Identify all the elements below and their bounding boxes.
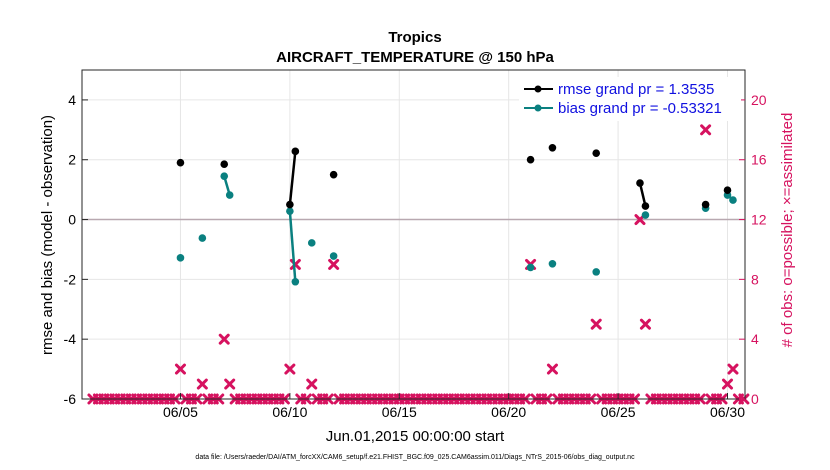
obs-count-marker [224, 378, 236, 390]
rmse-point [636, 179, 644, 187]
rmse-point [641, 202, 650, 210]
obs-count-marker-stroke-b [546, 363, 558, 375]
bias-segment [288, 211, 297, 282]
rmse-segment [288, 151, 297, 205]
x-tick-label: 06/10 [272, 404, 307, 420]
obs-count-marker [700, 124, 712, 136]
rmse-point [176, 158, 185, 167]
x-tick-label: 06/15 [382, 404, 417, 420]
obs-count-marker [218, 333, 230, 345]
y-axis-label: rmse and bias (model - observation) [39, 115, 56, 355]
obs-count-marker-stroke-b [174, 363, 186, 375]
y2-axis-label: # of obs: o=possible; ×=assimilated [779, 113, 796, 348]
rmse-point [526, 155, 535, 164]
y2-tick-label: 8 [751, 271, 759, 287]
x-axis-label: Jun.01,2015 00:00:00 start [326, 428, 505, 445]
obs-count-marker [328, 258, 340, 270]
x-tick-label: 06/05 [163, 404, 198, 420]
bias-point [220, 172, 229, 180]
legend-bias-label: bias grand pr = -0.53321 [558, 100, 722, 117]
obs-count-marker-stroke-b [590, 318, 602, 330]
y-tick-label: 2 [68, 152, 76, 168]
obs-count-marker [727, 363, 739, 375]
rmse-point [723, 186, 732, 195]
y-axis: -6 -4 -2 0 2 4 [64, 92, 88, 407]
x-tick-label: 06/25 [601, 404, 636, 420]
y2-tick-label: 12 [751, 212, 767, 228]
grid [82, 70, 745, 400]
bias-point [225, 191, 234, 199]
bias-point [286, 207, 294, 215]
bias-point [291, 277, 300, 286]
obs-count-marker-stroke-b [639, 318, 651, 330]
bias-point [729, 196, 737, 204]
obs-count-marker-stroke-b [727, 363, 739, 375]
legend-rmse-marker [534, 85, 542, 93]
y-tick-label: -2 [64, 271, 77, 287]
x-tick-label: 06/20 [491, 404, 526, 420]
chart-title: Tropics [388, 29, 441, 46]
bias-point [329, 252, 338, 260]
obs-count-marker [639, 318, 651, 330]
obs-count-marker [546, 363, 558, 375]
obs-count-marker [306, 378, 318, 390]
rmse-point [291, 147, 300, 156]
bias-point [592, 268, 601, 276]
legend: rmse grand pr = 1.3535 bias grand pr = -… [519, 77, 741, 121]
obs-count-marker-stroke-b [721, 378, 733, 390]
bias-point [641, 211, 650, 219]
obs-count-marker-stroke-b [328, 258, 340, 270]
x-tick-label: 06/30 [710, 404, 745, 420]
obs-count-marker-stroke-b [700, 124, 712, 136]
rmse-point [701, 200, 710, 209]
y2-tick-label: 16 [751, 152, 767, 168]
obs-count-marker-stroke-b [289, 258, 301, 270]
y2-tick-label: 20 [751, 92, 767, 108]
rmse-point [220, 160, 229, 169]
footnote: data file: /Users/raeder/DAI/ATM_forcXX/… [195, 454, 635, 461]
y-tick-label: 4 [68, 92, 76, 108]
rmse-point [286, 200, 294, 209]
chart-subtitle: AIRCRAFT_TEMPERATURE @ 150 hPa [276, 49, 554, 66]
y-tick-label: 0 [68, 212, 76, 228]
obs-count-marker [590, 318, 602, 330]
x-axis: 06/05 06/10 06/15 06/20 06/25 06/30 [163, 393, 745, 420]
y2-tick-label: 4 [751, 331, 759, 347]
legend-bias-marker [534, 104, 542, 112]
legend-rmse-label: rmse grand pr = 1.3535 [558, 81, 714, 98]
plot-frame [81, 69, 746, 400]
obs-count-marker [174, 363, 186, 375]
obs-count-marker [284, 363, 296, 375]
bias-point [548, 260, 557, 268]
rmse-point [329, 170, 338, 179]
y-tick-label: -4 [64, 331, 77, 347]
y2-tick-label: 0 [751, 391, 759, 407]
legend-box [519, 77, 741, 121]
obs-count-marker-stroke-b [306, 378, 318, 390]
y2-axis: 0 4 8 12 16 20 [739, 92, 767, 407]
plot-area [82, 70, 745, 399]
obs-count-marker [721, 378, 733, 390]
obs-count-marker-stroke-b [224, 378, 236, 390]
bias-point [526, 263, 535, 272]
rmse-point [592, 149, 601, 157]
rmse-point [548, 143, 557, 152]
bias-point [198, 234, 207, 242]
obs-count-marker-stroke-b [218, 333, 230, 345]
y-tick-label: -6 [64, 391, 77, 407]
bias-point [176, 254, 185, 262]
rmse-segment [638, 182, 647, 207]
obs-count-marker [196, 378, 208, 390]
obs-count-marker-stroke-b [196, 378, 208, 390]
bias-point [307, 239, 316, 247]
obs-count-marker-stroke-b [284, 363, 296, 375]
